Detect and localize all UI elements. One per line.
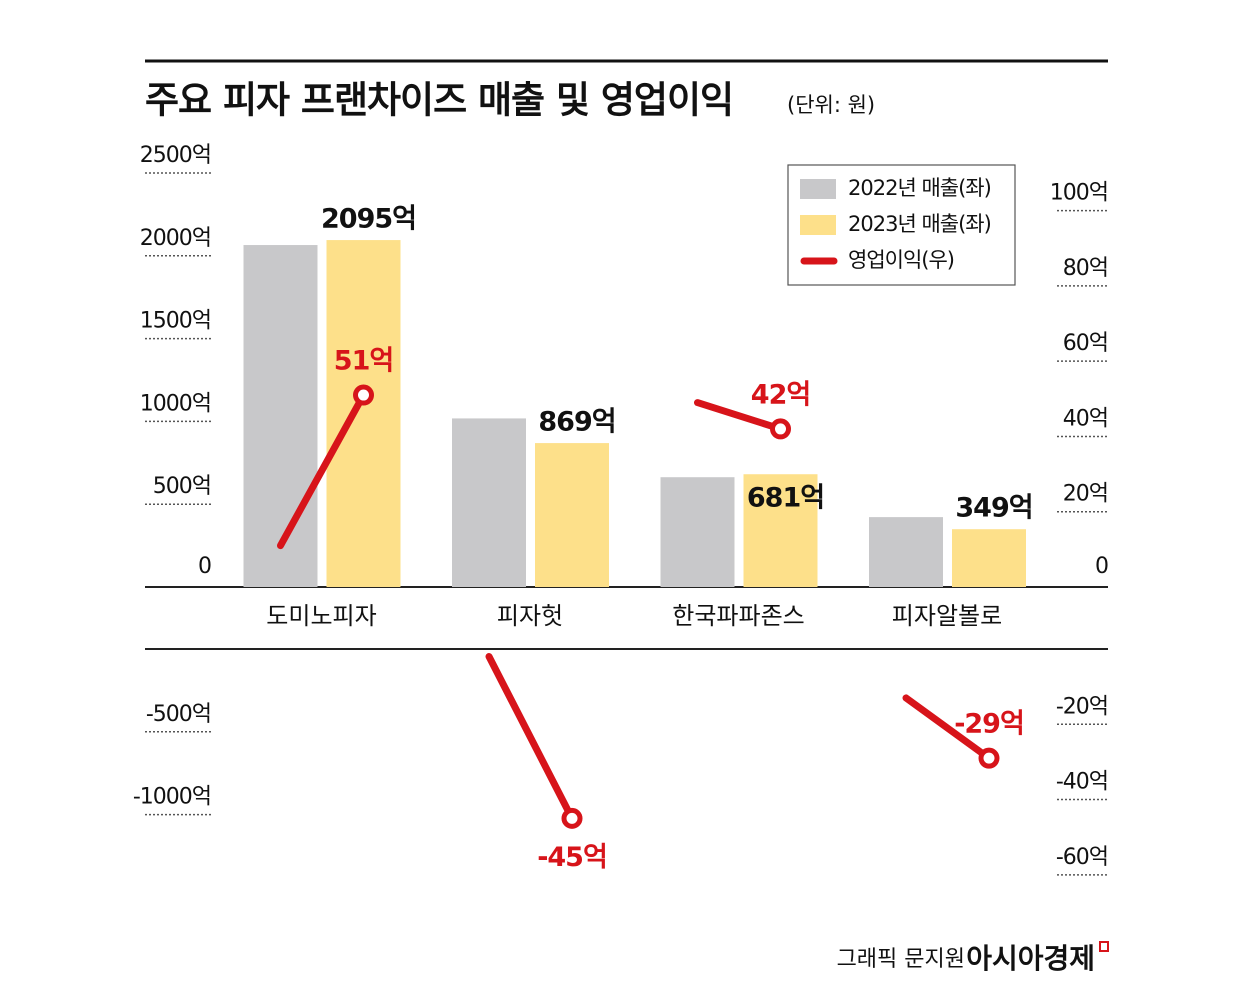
legend-label: 영업이익(우) [848,248,954,272]
credit-graphic: 그래픽 문지원 [837,947,965,972]
bar [535,443,609,587]
y-tick-label: 0 [198,554,211,579]
y-tick-label: 2500억 [140,143,211,168]
lower-panel [145,649,1108,883]
profit-value-label: 42억 [751,379,810,410]
bar-value-label: 681억 [747,483,824,514]
profit-value-label: -29억 [954,709,1024,740]
y-tick-label: 1500억 [140,309,211,334]
y-tick-label: 1000억 [140,391,211,416]
y2-tick-label: 60억 [1063,331,1108,356]
profit-point [353,384,374,406]
profit-value-label: 51억 [334,346,393,377]
profit-point [978,747,1000,769]
legend-label: 2022년 매출(좌) [848,176,991,200]
y2-tick-label: -60억 [1056,845,1108,870]
profit-line [485,653,576,822]
bar-value-label: 349억 [955,493,1032,524]
x-tick-label: 피자알볼로 [892,602,1002,630]
profit-point [770,418,791,440]
y2-tick-label: 0 [1095,554,1108,579]
profit-value-label: -45억 [537,842,607,873]
y-tick-label: -1000억 [133,785,211,810]
y2-tick-label: 80억 [1063,256,1108,281]
x-tick-label: 도미노피자 [266,602,376,630]
credit-source: 아시아경제 [966,942,1095,975]
bar-value-label: 2095억 [321,204,416,235]
legend-swatch [800,215,836,235]
chart-title: 주요 피자 프랜차이즈 매출 및 영업이익 [145,79,733,122]
bar [243,245,318,587]
x-tick-label: 한국파파존스 [672,602,804,630]
profit-point [561,807,583,829]
bar [452,418,526,587]
y-tick-label: -500억 [146,702,211,727]
bar [326,240,401,587]
legend-swatch [800,179,836,199]
x-tick-label: 피자헛 [497,602,563,630]
logo-mark [1099,941,1109,952]
y2-tick-label: 40억 [1063,406,1108,431]
profit-line [277,391,367,550]
y2-tick-label: 100억 [1050,181,1108,206]
y2-tick-label: -40억 [1056,770,1108,795]
legend-label: 2023년 매출(좌) [848,212,991,236]
y-tick-label: 2000억 [140,226,211,251]
profit-line [694,399,784,433]
bar [952,529,1026,587]
bar-value-label: 869억 [538,407,615,438]
y2-tick-label: -20억 [1056,694,1108,719]
bar [660,477,735,587]
bar [743,474,818,587]
bar [869,517,943,587]
chart-subtitle: (단위: 원) [787,93,875,117]
y-tick-label: 500억 [153,474,211,499]
y2-tick-label: 20억 [1063,482,1108,507]
profit-line [902,694,993,762]
